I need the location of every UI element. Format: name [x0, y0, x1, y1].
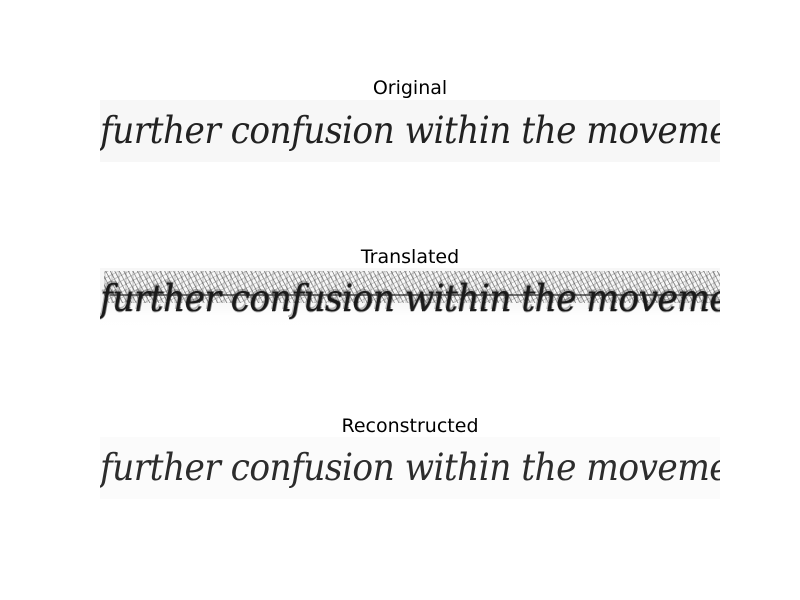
- noise-fade-mask: [100, 268, 720, 330]
- panel-title-translated: Translated: [360, 246, 460, 268]
- handwriting-text-reconstructed: further confusion within the movement. U…: [100, 446, 720, 489]
- noise-strike-line: [110, 294, 715, 296]
- handwriting-text-original: further confusion within the movement. U…: [100, 109, 720, 152]
- handwriting-image-reconstructed: further confusion within the movement. U…: [100, 437, 720, 499]
- image-background: [100, 437, 720, 499]
- image-background: [100, 100, 720, 162]
- panel-title-original: Original: [372, 77, 448, 99]
- handwriting-text-translated: further confusion within the movement. U…: [100, 277, 720, 320]
- panel-title-reconstructed: Reconstructed: [341, 415, 479, 437]
- handwriting-image-original: further confusion within the movement. U…: [100, 100, 720, 162]
- handwriting-image-translated: further confusion within the movement. U…: [100, 268, 720, 330]
